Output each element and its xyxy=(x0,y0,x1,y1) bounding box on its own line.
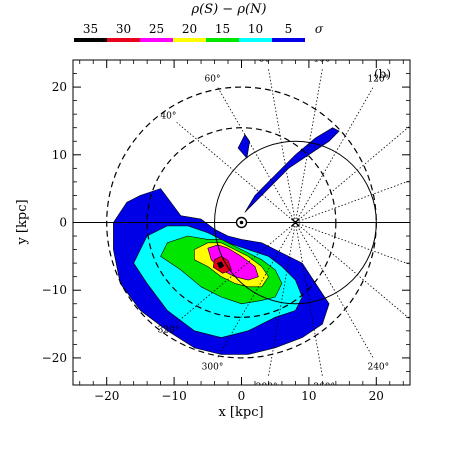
longitude-ray-220 xyxy=(295,222,410,320)
colorbar-label-15: 15 xyxy=(215,22,230,36)
longitude-label-240: 240° xyxy=(367,363,389,373)
x-tick-label: 10 xyxy=(301,389,316,403)
colorbar-swatch-5 xyxy=(272,38,305,42)
dashed-circle-r14 xyxy=(146,127,337,318)
colorbar-swatch-15 xyxy=(206,38,239,42)
longitude-label-320: 320° xyxy=(158,326,180,336)
longitude-label-200: 200° xyxy=(440,275,458,285)
longitude-label-220: 220° xyxy=(412,326,434,336)
colorbar-unit: σ xyxy=(315,22,324,36)
chart-title: ρ(S) − ρ(N) xyxy=(190,2,266,17)
sun-marker-b xyxy=(290,218,300,227)
x-tick-label: −10 xyxy=(161,389,186,403)
longitude-ray-200 xyxy=(295,222,410,265)
colorbar-label-30: 30 xyxy=(116,22,131,36)
colorbar-swatch-30 xyxy=(107,38,140,42)
colorbar-swatch-20 xyxy=(173,38,206,42)
colorbar-swatch-25 xyxy=(140,38,173,42)
colorbar-label-25: 25 xyxy=(149,22,164,36)
panel-label: (b) xyxy=(374,67,391,81)
longitude-label-60: 60° xyxy=(205,74,221,84)
longitude-label-300: 300° xyxy=(202,363,224,373)
axis-ticks: −20 −10 0 10 20 −20 −10 0 10 20 xyxy=(42,59,410,403)
galactic-center-dot xyxy=(239,220,244,225)
y-tick-label: −10 xyxy=(42,283,67,297)
colorbar-label-35: 35 xyxy=(83,22,98,36)
longitude-label-280: 280° xyxy=(256,383,278,393)
longitude-ray-80 xyxy=(268,69,296,223)
longitude-label-160: 160° xyxy=(440,162,458,172)
density-contours xyxy=(113,127,340,355)
x-tick-label: 0 xyxy=(238,389,246,403)
contour-level-35 xyxy=(216,261,225,269)
colorbar-label-20: 20 xyxy=(182,22,197,36)
longitude-ray-280 xyxy=(268,222,296,376)
longitude-ray-240 xyxy=(295,222,374,358)
longitude-ray-300 xyxy=(217,222,296,358)
longitude-ray-40 xyxy=(176,122,296,223)
contour-level-5-patch xyxy=(237,134,250,159)
y-tick-label: 0 xyxy=(59,216,67,230)
colorbar-swatch-35 xyxy=(74,38,107,42)
colorbar-swatch-10 xyxy=(239,38,272,42)
longitude-ray-160 xyxy=(295,180,410,223)
longitude-label-100: 100° xyxy=(313,54,335,64)
y-tick-label: 20 xyxy=(52,80,67,94)
longitude-label-40: 40° xyxy=(160,111,176,121)
contour-level-5-arm xyxy=(244,127,340,213)
longitude-label-140: 140° xyxy=(412,111,434,121)
longitude-ray-100 xyxy=(295,69,323,223)
longitude-label-260: 260° xyxy=(313,383,335,393)
x-tick-label: −20 xyxy=(94,389,119,403)
colorbar: 35 30 25 20 15 10 5 σ xyxy=(74,22,324,42)
x-axis-title: x [kpc] xyxy=(218,405,263,420)
y-tick-label: 10 xyxy=(52,148,67,162)
longitude-ray-320 xyxy=(176,222,296,323)
colorbar-label-10: 10 xyxy=(248,22,263,36)
longitude-ray-260 xyxy=(295,222,323,376)
longitude-ray-60 xyxy=(217,87,296,223)
longitude-label-80: 80° xyxy=(259,54,275,64)
y-axis-title: y [kpc] xyxy=(15,199,30,245)
solar-circle xyxy=(214,140,377,305)
geometry-overlay: 40° 60° 80° 100° 120° 140° 160° 200° 220° 240° 260… xyxy=(73,54,458,393)
longitude-ray-140 xyxy=(295,125,410,223)
y-tick-label: −20 xyxy=(42,351,67,365)
x-tick-label: 20 xyxy=(369,389,384,403)
colorbar-label-5: 5 xyxy=(285,22,293,36)
longitude-ray-120 xyxy=(295,87,374,223)
longitude-label-120: 120° xyxy=(367,74,389,84)
